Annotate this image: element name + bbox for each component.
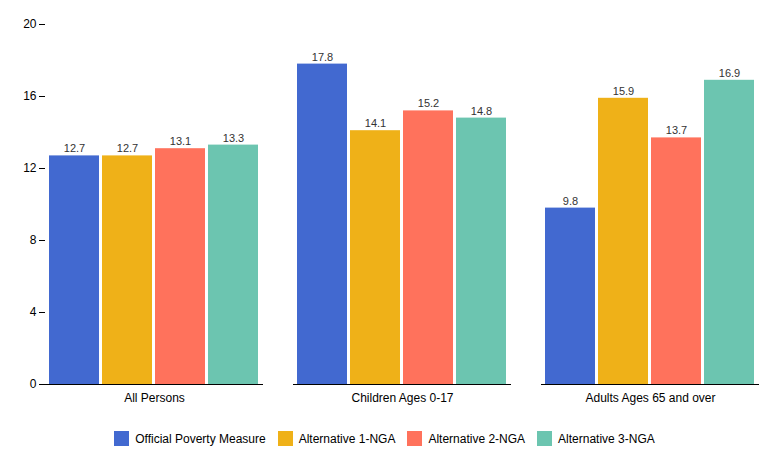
- svg-text:0: 0: [30, 377, 37, 391]
- svg-text:All Persons: All Persons: [124, 391, 185, 405]
- svg-text:12.7: 12.7: [117, 142, 138, 154]
- svg-text:13.3: 13.3: [223, 132, 244, 144]
- svg-text:13.7: 13.7: [666, 124, 687, 136]
- html-text:Official Poverty Measure: Official Poverty Measure: [135, 431, 266, 446]
- svg-text:13.1: 13.1: [170, 135, 191, 147]
- svg-text:12: 12: [23, 161, 37, 175]
- svg-text:17.8: 17.8: [312, 51, 333, 63]
- svg-text:14.1: 14.1: [365, 117, 386, 129]
- svg-text:Adults Ages 65 and over: Adults Ages 65 and over: [585, 391, 715, 405]
- svg-text:9.8: 9.8: [563, 195, 578, 207]
- svg-text:20: 20: [23, 17, 37, 31]
- html-text:Alternative 2-NGA: Alternative 2-NGA: [428, 431, 526, 446]
- svg-text:16: 16: [23, 89, 37, 103]
- svg-text:12.7: 12.7: [64, 142, 85, 154]
- svg-text:Children Ages 0-17: Children Ages 0-17: [351, 391, 453, 405]
- html-text:Alternative 1-NGA: Alternative 1-NGA: [298, 431, 396, 446]
- svg-text:16.9: 16.9: [719, 67, 740, 79]
- svg-text:14.8: 14.8: [471, 105, 492, 117]
- svg-text:15.9: 15.9: [613, 85, 634, 97]
- html-text:Alternative 3-NGA: Alternative 3-NGA: [558, 431, 655, 446]
- svg-text:8: 8: [30, 233, 37, 247]
- svg-text:15.2: 15.2: [418, 97, 439, 109]
- svg-text:4: 4: [30, 305, 37, 319]
